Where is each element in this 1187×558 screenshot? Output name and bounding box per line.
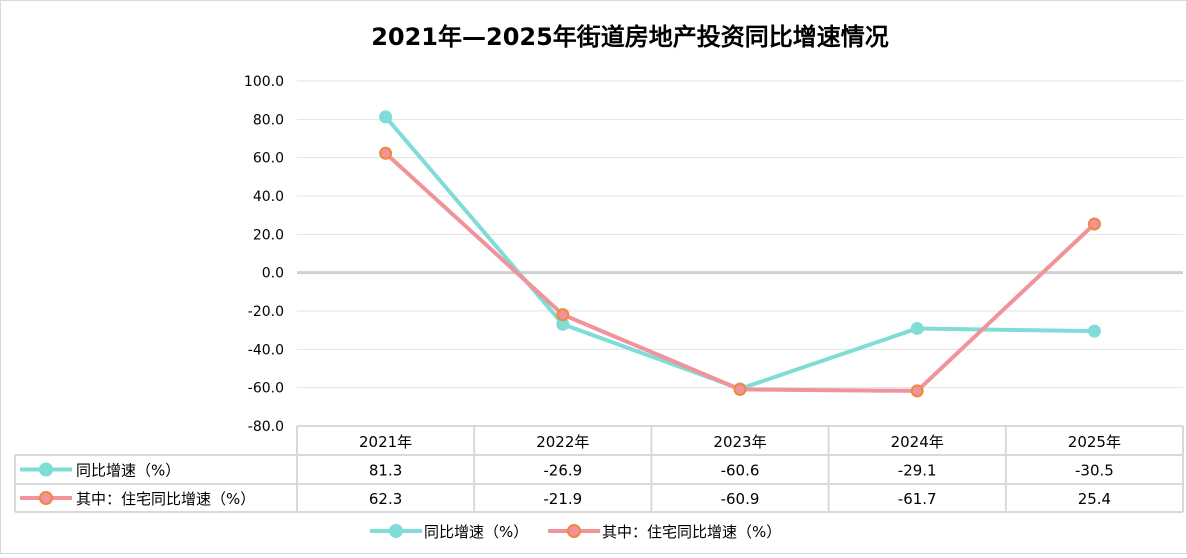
x-category-label: 2022年 <box>536 433 589 451</box>
data-point <box>556 308 570 322</box>
x-category-label: 2021年 <box>359 433 412 451</box>
data-label: -61.7 <box>898 490 937 508</box>
y-tick-label: 40.0 <box>253 189 284 205</box>
x-category-label: 2024年 <box>891 433 944 451</box>
data-label: -26.9 <box>543 462 582 480</box>
y-tick-label: 80.0 <box>253 112 284 128</box>
data-point <box>379 110 393 124</box>
data-label: -30.5 <box>1075 462 1114 480</box>
legend-marker <box>389 524 403 538</box>
data-point <box>1087 217 1101 231</box>
y-tick-label: -80.0 <box>248 419 284 435</box>
y-tick-label: 20.0 <box>253 227 284 243</box>
y-tick-label: -20.0 <box>248 304 284 320</box>
data-point <box>1087 324 1101 338</box>
x-category-label: 2025年 <box>1068 433 1121 451</box>
table-series-label: 同比增速（%） <box>76 462 180 480</box>
data-point <box>379 146 393 160</box>
legend-marker <box>567 524 581 538</box>
legend-label: 其中：住宅同比增速（%） <box>602 523 781 541</box>
data-label: -29.1 <box>898 462 937 480</box>
data-label: 62.3 <box>369 490 402 508</box>
legend-label: 同比增速（%） <box>424 523 528 541</box>
chart-title: 2021年—2025年街道房地产投资同比增速情况 <box>371 23 889 51</box>
data-point <box>910 384 924 398</box>
y-tick-label: 0.0 <box>262 266 284 282</box>
legend-marker <box>39 491 53 505</box>
data-point <box>910 321 924 335</box>
data-label: 25.4 <box>1078 490 1111 508</box>
data-label: 81.3 <box>369 462 402 480</box>
y-tick-label: 60.0 <box>253 151 284 167</box>
y-tick-label: -60.0 <box>248 381 284 397</box>
data-label: -21.9 <box>543 490 582 508</box>
data-label: -60.9 <box>721 490 760 508</box>
x-category-label: 2023年 <box>713 433 766 451</box>
y-tick-label: 100.0 <box>244 74 284 90</box>
table-series-label: 其中：住宅同比增速（%） <box>76 490 255 508</box>
data-point <box>733 382 747 396</box>
legend-marker <box>39 462 53 477</box>
y-tick-label: -40.0 <box>248 342 284 358</box>
data-label: -60.6 <box>721 462 760 480</box>
